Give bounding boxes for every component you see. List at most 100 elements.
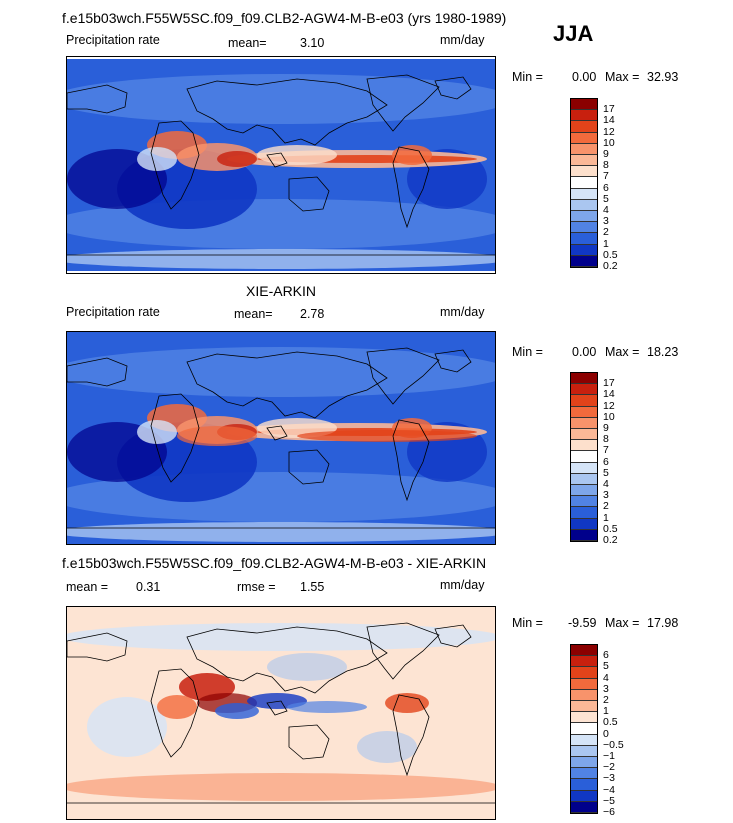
colorbar-tick-label: 9 [603,148,609,160]
colorbar-swatch [571,99,597,111]
colorbar-swatch [571,689,597,701]
colorbar-swatch [571,222,597,234]
colorbar-tick-label: 0.5 [603,248,618,261]
panel2-min-value: 0.00 [572,345,597,359]
panel3-rmse-label: rmse = [237,580,276,594]
panel3-max-label: Max = [605,616,640,630]
colorbar-tick-label: 4 [603,671,609,684]
colorbar-swatch [571,757,597,769]
colorbar-tick-label: −3 [603,772,615,785]
season-label: JJA [553,21,594,46]
panel1-units: mm/day [440,33,485,47]
colorbar-tick-label: 5 [603,192,609,205]
colorbar-swatch [571,199,597,211]
colorbar-swatch [571,462,597,474]
colorbar-swatch [571,177,597,189]
colorbar-tick-label: 0 [603,727,609,740]
colorbar-tick-label: 2 [603,500,609,513]
colorbar-tick-label: 12 [603,399,615,412]
panel3-title: f.e15b03wch.F55W5SC.f09_f09.CLB2-AGW4-M-… [62,555,487,571]
panel2-units: mm/day [440,305,485,319]
colorbar-swatch [571,121,597,133]
colorbar-tick-label: −4 [603,783,615,796]
colorbar-swatch [571,155,597,167]
panel2-title: XIE-ARKIN [246,283,317,299]
colorbar-tick-label: 4 [603,204,609,216]
panel1-colorbar [570,98,598,268]
panel3-colorbar [570,644,598,814]
panel1-min-value: 0.00 [572,70,597,84]
colorbar-tick-label: 8 [603,159,609,172]
colorbar-swatch [571,723,597,735]
panel1-map [66,56,496,274]
panel1-mean-label: mean= [228,36,267,50]
panel3-min-label: Min = [512,616,543,630]
panel2-map [66,331,496,545]
colorbar-tick-label: 0.2 [603,534,618,546]
colorbar-swatch [571,166,597,178]
colorbar-swatch [571,645,597,657]
panel2-min-label: Min = [512,345,543,359]
colorbar-tick-label: −5 [603,794,615,807]
panel1-max-value: 32.93 [647,70,679,84]
panel2-max-value: 18.23 [647,345,679,359]
colorbar-swatch [571,485,597,497]
colorbar-tick-label: 3 [603,682,609,695]
colorbar-tick-label: 1 [603,705,609,718]
colorbar-swatch [571,801,597,813]
colorbar-swatch [571,790,597,802]
colorbar-tick-label: 1 [603,237,609,250]
colorbar-swatch [571,473,597,485]
colorbar-swatch [571,734,597,746]
colorbar-tick-label: 14 [603,388,615,401]
colorbar-tick-label: 3 [603,215,609,228]
colorbar-swatch [571,678,597,690]
panel2-max-label: Max = [605,345,640,359]
colorbar-tick-label: −1 [603,750,615,762]
colorbar-swatch [571,656,597,668]
colorbar-swatch [571,395,597,407]
panel3-min-value: -9.59 [568,616,597,630]
panel3-map [66,606,496,820]
colorbar-tick-label: 0.5 [603,522,618,535]
colorbar-swatch [571,496,597,508]
colorbar-swatch [571,429,597,441]
colorbar-swatch [571,701,597,713]
colorbar-swatch [571,188,597,200]
panel2-variable-label: Precipitation rate [66,305,160,319]
colorbar-swatch [571,667,597,679]
panel3-mean-label: mean = [66,580,109,594]
colorbar-tick-label: −6 [603,806,615,818]
colorbar-tick-label: 17 [603,103,615,116]
colorbar-swatch [571,745,597,757]
colorbar-swatch [571,451,597,463]
panel1-max-label: Max = [605,70,640,84]
panel3-mean-value: 0.31 [136,580,161,594]
colorbar-tick-label: −0.5 [603,738,624,751]
colorbar-swatch [571,779,597,791]
panel2-colorbar [570,372,598,542]
panel1-min-label: Min = [512,70,543,84]
colorbar-tick-label: 6 [603,649,609,662]
panel3-max-value: 17.98 [647,616,679,630]
colorbar-tick-label: 5 [603,466,609,479]
colorbar-tick-label: 0.2 [603,260,618,272]
colorbar-tick-label: 6 [603,455,609,468]
colorbar-tick-label: 4 [603,478,609,490]
colorbar-swatch [571,143,597,155]
colorbar-swatch [571,255,597,267]
colorbar-tick-label: 7 [603,170,609,183]
colorbar-tick-label: 10 [603,410,615,423]
colorbar-swatch [571,384,597,396]
colorbar-swatch [571,417,597,429]
colorbar-swatch [571,406,597,418]
panel2-mean-label: mean= [234,307,273,321]
colorbar-swatch [571,373,597,385]
panel2-mean-value: 2.78 [300,307,325,321]
colorbar-swatch [571,768,597,780]
colorbar-swatch [571,233,597,245]
colorbar-tick-label: 3 [603,489,609,502]
colorbar-tick-label: −2 [603,761,615,774]
colorbar-tick-label: 1 [603,511,609,524]
colorbar-tick-label: 6 [603,181,609,194]
